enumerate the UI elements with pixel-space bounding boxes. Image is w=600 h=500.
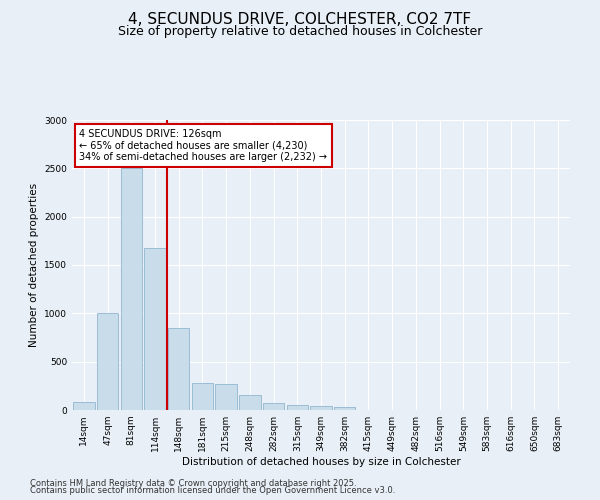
Bar bbox=[334, 407, 355, 410]
Text: Contains public sector information licensed under the Open Government Licence v3: Contains public sector information licen… bbox=[30, 486, 395, 495]
Bar bbox=[145, 248, 166, 410]
Bar bbox=[310, 406, 332, 410]
X-axis label: Distribution of detached houses by size in Colchester: Distribution of detached houses by size … bbox=[182, 457, 460, 467]
Bar bbox=[168, 328, 190, 410]
Y-axis label: Number of detached properties: Number of detached properties bbox=[29, 183, 38, 347]
Bar bbox=[97, 314, 118, 410]
Bar bbox=[73, 402, 95, 410]
Bar bbox=[121, 168, 142, 410]
Text: 4 SECUNDUS DRIVE: 126sqm
← 65% of detached houses are smaller (4,230)
34% of sem: 4 SECUNDUS DRIVE: 126sqm ← 65% of detach… bbox=[79, 128, 328, 162]
Text: Contains HM Land Registry data © Crown copyright and database right 2025.: Contains HM Land Registry data © Crown c… bbox=[30, 478, 356, 488]
Bar bbox=[239, 395, 260, 410]
Bar bbox=[263, 403, 284, 410]
Bar bbox=[215, 384, 237, 410]
Bar bbox=[192, 383, 213, 410]
Text: 4, SECUNDUS DRIVE, COLCHESTER, CO2 7TF: 4, SECUNDUS DRIVE, COLCHESTER, CO2 7TF bbox=[128, 12, 472, 28]
Bar bbox=[287, 404, 308, 410]
Text: Size of property relative to detached houses in Colchester: Size of property relative to detached ho… bbox=[118, 25, 482, 38]
